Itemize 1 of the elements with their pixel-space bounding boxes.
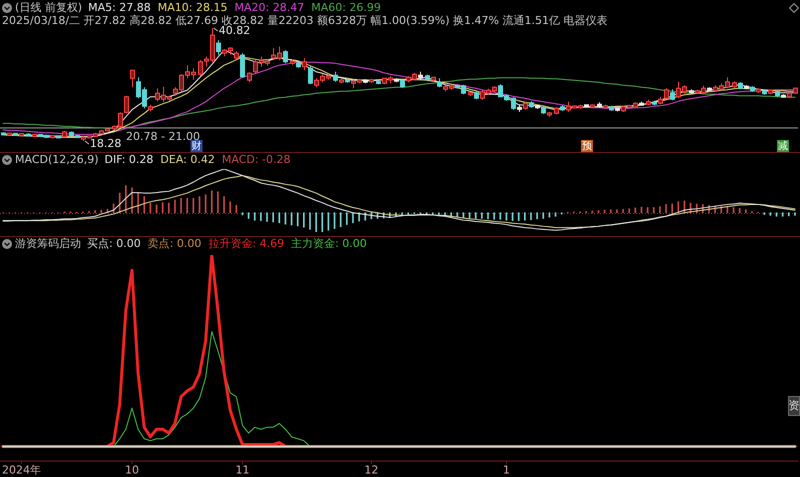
annotation: 资 [788,398,800,412]
